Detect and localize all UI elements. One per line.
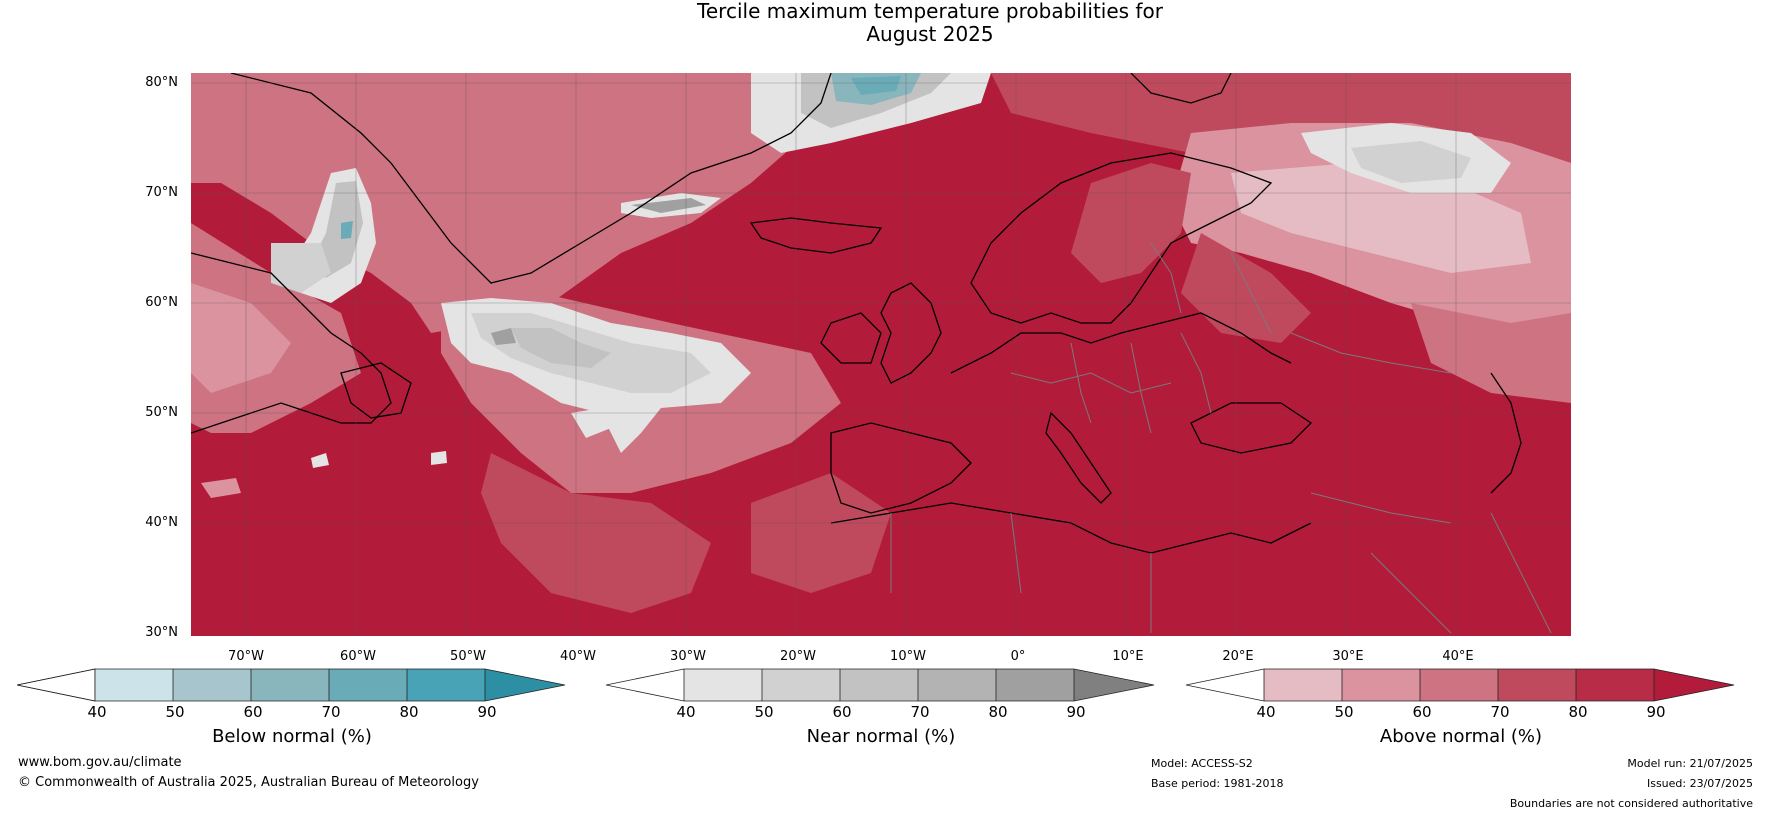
colorbar-near-title: Near normal (%): [806, 726, 956, 747]
lat-label-40n: 40°N: [145, 515, 178, 530]
north-africa-coastline: [830, 502, 1312, 554]
svalbard-coastline: [1130, 73, 1232, 104]
footer-model-run: Model run: 21/07/2025: [1627, 757, 1753, 770]
colorbar-near-tick: 40: [676, 703, 696, 721]
europe-coastline: [950, 312, 1292, 374]
near-normal-region-baffin: [271, 168, 376, 303]
colorbar-above-tick: 70: [1490, 703, 1510, 721]
lon-label-40w: 40°W: [560, 649, 596, 664]
lat-label-70n: 70°N: [145, 185, 178, 200]
graticule: [191, 73, 1571, 636]
lon-label-30e: 30°E: [1332, 649, 1364, 664]
near-normal-region-atlantic: [201, 298, 751, 498]
black-sea-coastline: [1190, 402, 1313, 454]
colorbar-below-tick: 60: [243, 703, 263, 721]
colorbar-below-tick: 40: [87, 703, 107, 721]
caspian-coastline: [1490, 372, 1522, 494]
lon-label-70w: 70°W: [228, 649, 264, 664]
colorbar-below-tick: 70: [321, 703, 341, 721]
colorbar-above-tick: 50: [1334, 703, 1354, 721]
colorbar-above-tick: 40: [1256, 703, 1276, 721]
colorbar-near-normal: [606, 668, 1155, 702]
landmass-outlines: [191, 73, 1522, 554]
colorbar-above-normal: [1186, 668, 1735, 702]
colorbar-below-title: Below normal (%): [212, 726, 372, 747]
great-britain-coastline: [880, 282, 942, 384]
lat-label-80n: 80°N: [145, 75, 178, 90]
lon-label-20e: 20°E: [1222, 649, 1254, 664]
footer-issued: Issued: 23/07/2025: [1646, 777, 1753, 790]
footer-copyright: © Commonwealth of Australia 2025, Austra…: [18, 775, 479, 790]
colorbar-near-tick: 90: [1066, 703, 1086, 721]
footer-website: www.bom.gov.au/climate: [18, 755, 182, 770]
footer-disclaimer: Boundaries are not considered authoritat…: [1509, 797, 1753, 810]
colorbar-below-tick: 80: [399, 703, 419, 721]
colorbar-near-tick: 70: [910, 703, 930, 721]
colorbar-above-tick: 90: [1646, 703, 1666, 721]
lat-label-60n: 60°N: [145, 295, 178, 310]
lon-label-30w: 30°W: [670, 649, 706, 664]
lon-label-10w: 10°W: [890, 649, 926, 664]
lon-label-0: 0°: [1010, 649, 1026, 664]
lat-label-50n: 50°N: [145, 405, 178, 420]
colorbar-near-tick: 50: [754, 703, 774, 721]
colorbar-above-title: Above normal (%): [1379, 726, 1543, 747]
lon-label-50w: 50°W: [450, 649, 486, 664]
near-normal-region-greenland: [621, 73, 991, 218]
colorbar-near-tick: 80: [988, 703, 1008, 721]
title-line-2: August 2025: [866, 22, 994, 46]
probability-map: [191, 73, 1571, 636]
ireland-coastline: [820, 312, 882, 364]
footer-model: Model: ACCESS-S2: [1151, 757, 1253, 770]
lon-label-10e: 10°E: [1112, 649, 1144, 664]
map-canvas: [191, 73, 1571, 636]
map-title: Tercile maximum temperature probabilitie…: [0, 0, 1770, 46]
lon-label-20w: 20°W: [780, 649, 816, 664]
colorbar-below-tick: 90: [477, 703, 497, 721]
colorbar-below-normal: [17, 668, 566, 702]
canada-coastline: [191, 252, 392, 434]
footer-base-period: Base period: 1981-2018: [1151, 777, 1284, 790]
lat-label-30n: 30°N: [145, 625, 178, 640]
italy-coastline: [1045, 411, 1112, 504]
lon-label-40e: 40°E: [1442, 649, 1474, 664]
title-line-1: Tercile maximum temperature probabilitie…: [697, 0, 1163, 23]
colorbar-above-tick: 80: [1568, 703, 1588, 721]
iceland-coastline: [749, 217, 883, 254]
scandinavia-coastline: [970, 152, 1273, 324]
iberia-coastline: [830, 422, 972, 514]
colorbar-below-tick: 50: [165, 703, 185, 721]
greenland-coastline: [230, 73, 832, 284]
lon-label-60w: 60°W: [340, 649, 376, 664]
colorbar-near-tick: 60: [832, 703, 852, 721]
colorbar-above-tick: 60: [1412, 703, 1432, 721]
country-borders: [890, 242, 1552, 634]
